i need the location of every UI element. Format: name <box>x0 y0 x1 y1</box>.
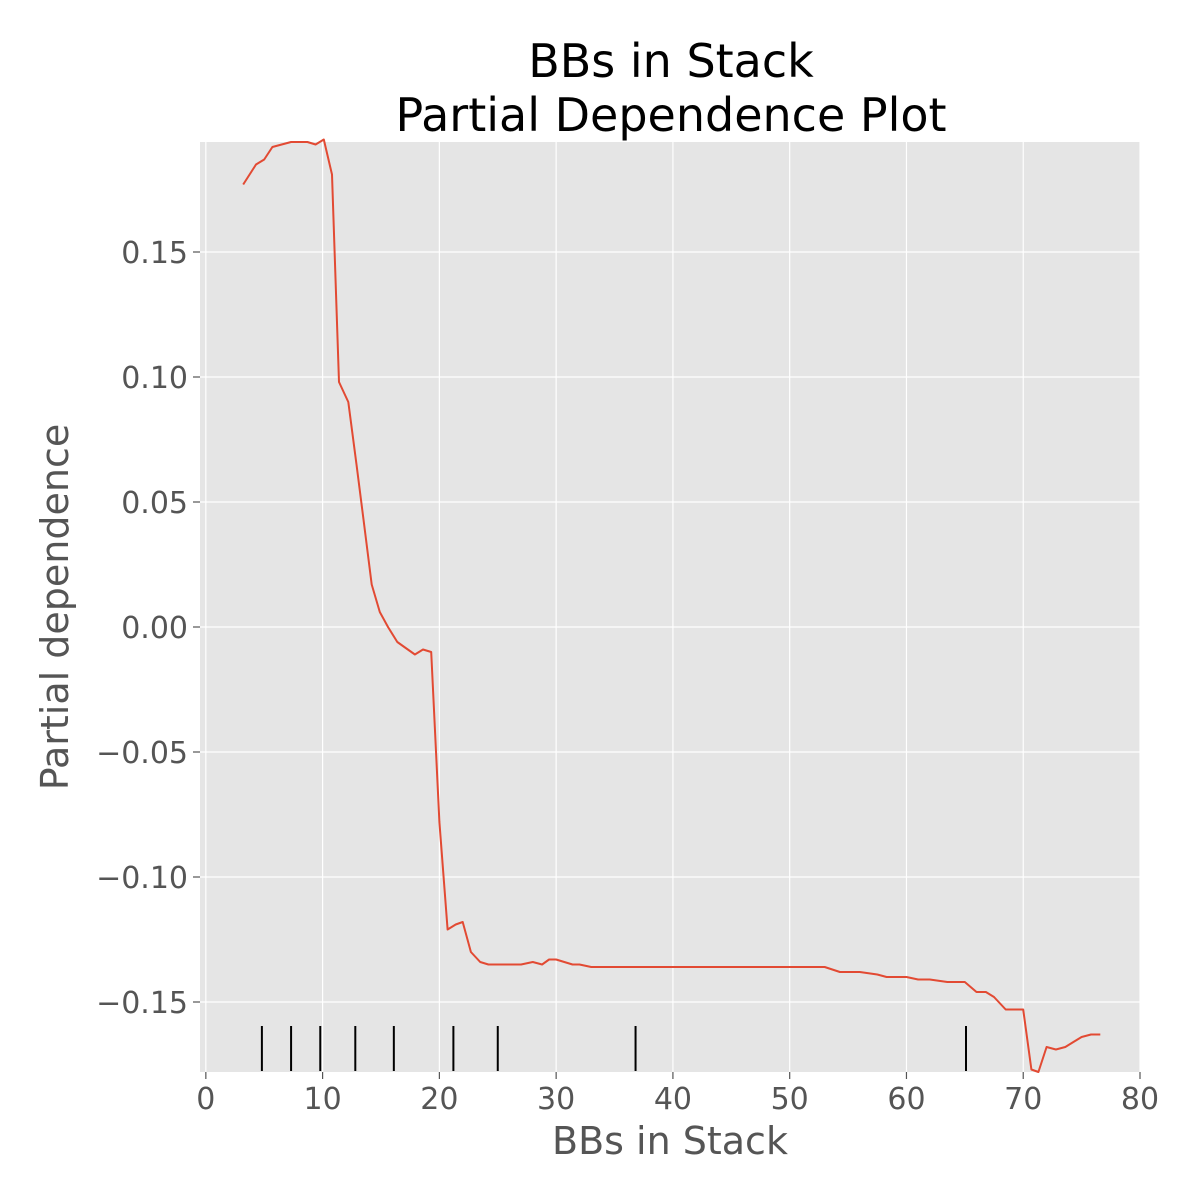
y-tick-label: 0.15 <box>121 236 188 271</box>
series-line <box>242 138 1101 1073</box>
y-tick-label: 0.00 <box>121 611 188 646</box>
x-tick-label: 50 <box>771 1082 809 1117</box>
x-axis-ticks: 0 10 20 30 40 50 60 70 80 <box>196 1072 1159 1117</box>
plot-area-background <box>200 142 1140 1072</box>
x-tick-label: 70 <box>1004 1082 1042 1117</box>
y-tick-label: −0.15 <box>96 986 188 1021</box>
x-axis-label: BBs in Stack <box>552 1119 788 1163</box>
rug-marks <box>260 1026 968 1071</box>
chart-title-line-1: BBs in Stack <box>528 34 814 88</box>
grid-lines <box>200 142 1141 1072</box>
x-tick-label: 40 <box>654 1082 692 1117</box>
x-tick-label: 60 <box>887 1082 925 1117</box>
x-tick-label: 20 <box>420 1082 458 1117</box>
x-tick-label: 30 <box>537 1082 575 1117</box>
y-tick-label: 0.05 <box>121 486 188 521</box>
y-tick-label: −0.10 <box>96 861 188 896</box>
x-tick-label: 0 <box>196 1082 215 1117</box>
y-axis-ticks: 0.15 0.10 0.05 0.00 −0.05 −0.10 −0.15 <box>96 236 200 1021</box>
chart-title-line-2: Partial Dependence Plot <box>395 88 946 142</box>
x-tick-label: 80 <box>1121 1082 1159 1117</box>
y-axis-label: Partial dependence <box>33 424 77 790</box>
y-tick-label: 0.10 <box>121 361 188 396</box>
y-tick-label: −0.05 <box>96 736 188 771</box>
x-tick-label: 10 <box>304 1082 342 1117</box>
